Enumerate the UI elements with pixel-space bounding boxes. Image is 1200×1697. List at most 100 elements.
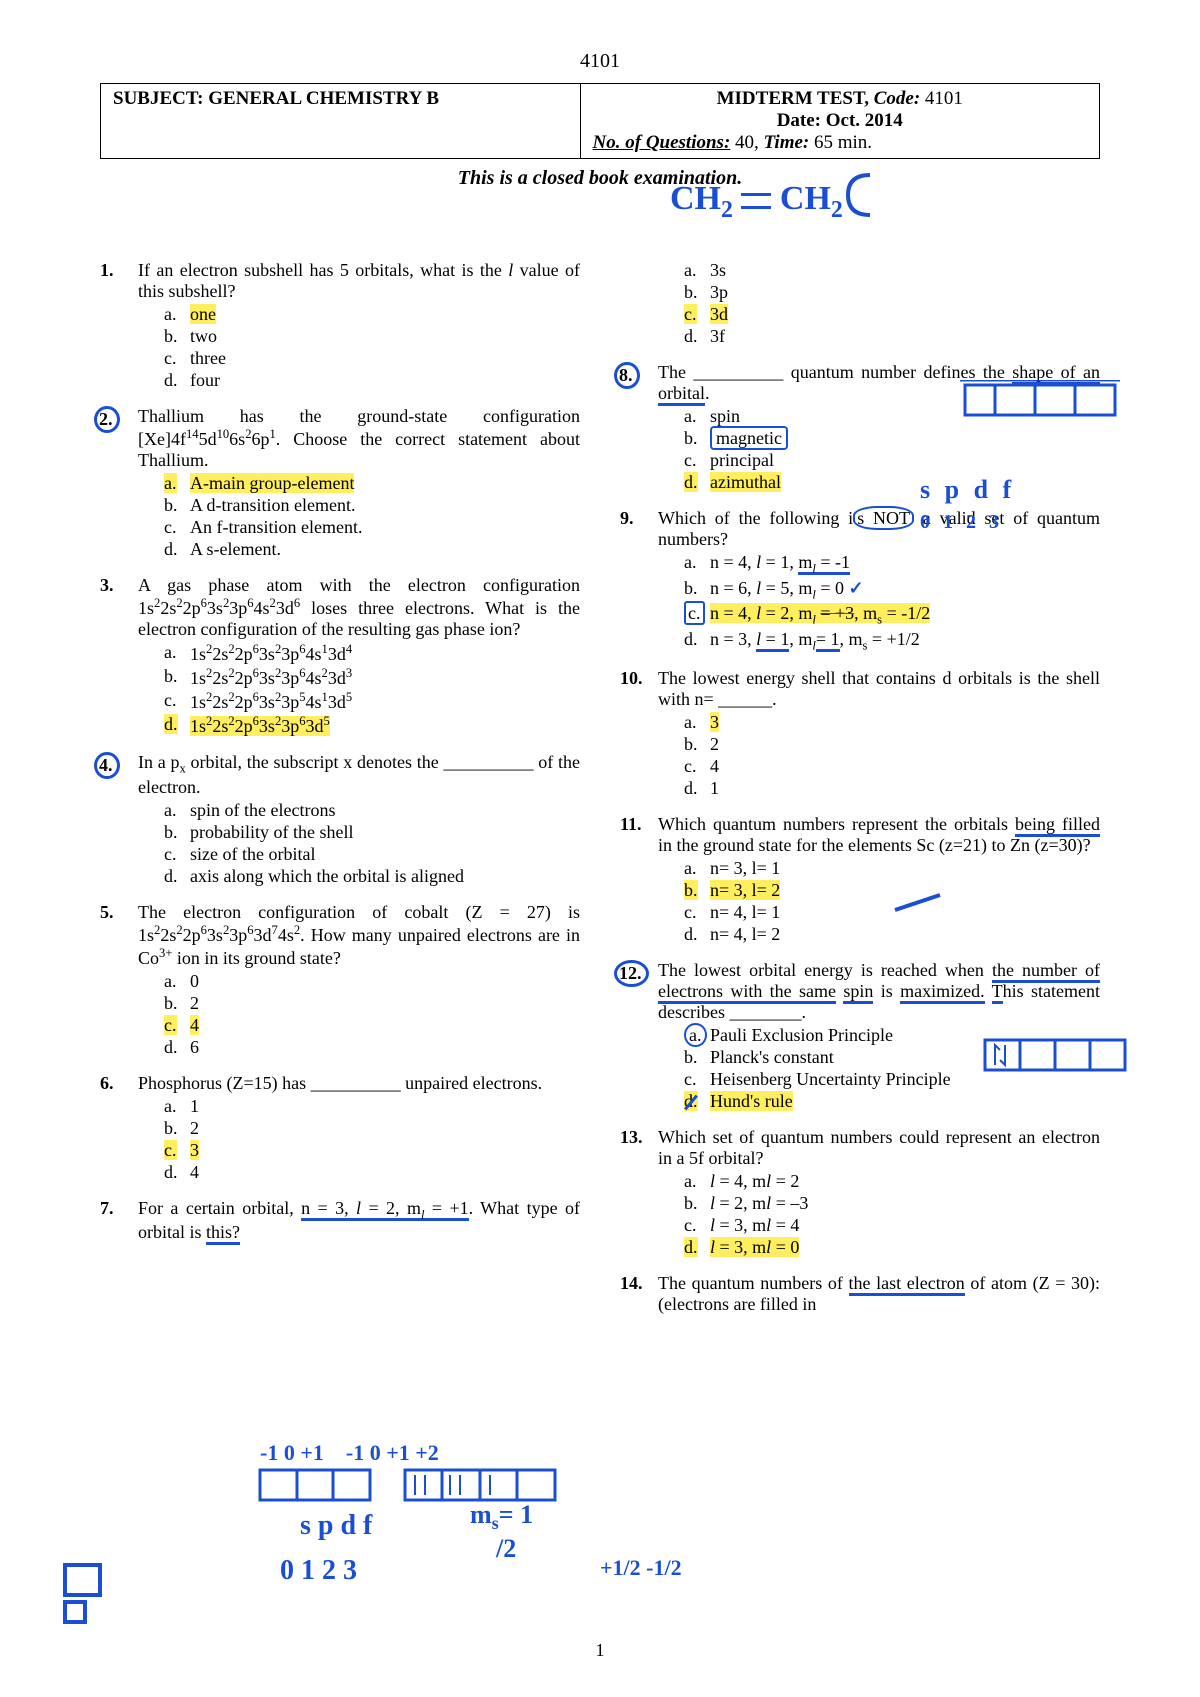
question: 6.Phosphorus (Z=15) has __________ unpai… — [100, 1073, 580, 1184]
option-text: magnetic — [710, 428, 1100, 449]
question-body: Thallium has the ground-state configurat… — [138, 406, 580, 561]
option-text: two — [190, 326, 580, 347]
question-text: The quantum numbers of the last electron… — [658, 1273, 1100, 1315]
question-number: 2. — [100, 406, 138, 561]
option: b.n = 6, l = 5, ml = 0 ✓ — [684, 578, 1100, 603]
option: b.l = 2, ml = –3 — [684, 1193, 1100, 1214]
option-letter: d. — [164, 714, 190, 737]
option: a.l = 4, ml = 2 — [684, 1171, 1100, 1192]
left-column: 1.If an electron subshell has 5 orbitals… — [100, 260, 580, 1331]
option-letter: c. — [684, 1069, 710, 1090]
question-number-spacer — [620, 260, 658, 348]
option: b.2 — [684, 734, 1100, 755]
question-text: The electron configuration of cobalt (Z … — [138, 902, 580, 969]
question: 2.Thallium has the ground-state configur… — [100, 406, 580, 561]
question-text: A gas phase atom with the electron confi… — [138, 575, 580, 640]
option-letter: d. — [684, 778, 710, 799]
question-body: A gas phase atom with the electron confi… — [138, 575, 580, 738]
option-letter: b. — [684, 1193, 710, 1214]
question-text: If an electron subshell has 5 orbitals, … — [138, 260, 580, 302]
option-text: Pauli Exclusion Principle — [710, 1025, 1100, 1046]
option: c.principal — [684, 450, 1100, 471]
option-text: 2 — [190, 1118, 580, 1139]
option: c.3 — [164, 1140, 580, 1161]
option-letter: d. — [684, 924, 710, 945]
option: a.spin — [684, 406, 1100, 427]
option: c.4 — [164, 1015, 580, 1036]
option-text: axis along which the orbital is aligned — [190, 866, 580, 887]
header-subject-cell: SUBJECT: GENERAL CHEMISTRY B — [101, 84, 581, 159]
option-text: l = 4, ml = 2 — [710, 1171, 1100, 1192]
option-text: 1s22s22p63s23p64s23d3 — [190, 666, 580, 689]
option: c.l = 3, ml = 4 — [684, 1215, 1100, 1236]
option-text: l = 2, ml = –3 — [710, 1193, 1100, 1214]
option-letter: a. — [684, 1025, 710, 1046]
option-letter: c. — [164, 1015, 190, 1036]
option-letter: a. — [684, 1171, 710, 1192]
option: a.A-main group-element — [164, 473, 580, 494]
option-letter: a. — [164, 642, 190, 665]
option: a.0 — [164, 971, 580, 992]
option-letter: d. — [684, 1091, 710, 1112]
question: 10.The lowest energy shell that contains… — [620, 668, 1100, 800]
option-text: 1s22s22p63s23p54s13d5 — [190, 690, 580, 713]
question-text: Thallium has the ground-state configurat… — [138, 406, 580, 471]
option-letter: b. — [164, 822, 190, 843]
option-letter: b. — [164, 666, 190, 689]
option: d.l = 3, ml = 0 — [684, 1237, 1100, 1258]
closed-book-notice: This is a closed book examination. — [100, 167, 1100, 190]
question: 11.Which quantum numbers represent the o… — [620, 814, 1100, 946]
option-letter: a. — [684, 260, 710, 281]
option: c.3d — [684, 304, 1100, 325]
option: a.1 — [164, 1096, 580, 1117]
option-list: a.spinb.magneticc.principald.azimuthal — [658, 406, 1100, 493]
pen-arrows-bottom: -1 0 +1 -1 0 +1 +2 — [260, 1440, 439, 1466]
option-letter: c. — [164, 1140, 190, 1161]
question-body: If an electron subshell has 5 orbitals, … — [138, 260, 580, 392]
option: d.axis along which the orbital is aligne… — [164, 866, 580, 887]
option-letter: d. — [164, 539, 190, 560]
pen-small-box-bl — [60, 1560, 120, 1630]
option-letter: c. — [684, 450, 710, 471]
question-body: The lowest orbital energy is reached whe… — [658, 960, 1100, 1113]
option: d.n = 3, l = 1, ml= 1, ms = +1/2 — [684, 629, 1100, 654]
option-letter: a. — [684, 552, 710, 577]
option: a.1s22s22p63s23p64s13d4 — [164, 642, 580, 665]
option-text: 2 — [710, 734, 1100, 755]
footer-page-number: 1 — [596, 1640, 605, 1661]
option-list: a.spin of the electronsb.probability of … — [138, 800, 580, 887]
pen-nums-bottom: 0 1 2 3 — [280, 1555, 357, 1587]
option-text: Hund's rule — [710, 1091, 1100, 1112]
option-text: 3p — [710, 282, 1100, 303]
question-text: The lowest orbital energy is reached whe… — [658, 960, 1100, 1023]
question: 4.In a px orbital, the subscript x denot… — [100, 752, 580, 888]
option: c.n = 4, l = 2, ml = +3, ms = -1/2 — [684, 603, 1100, 628]
option-text: principal — [710, 450, 1100, 471]
option-letter: d. — [164, 1162, 190, 1183]
option-text: n = 4, l = 1, ml = -1 — [710, 552, 1100, 577]
question-body: The quantum numbers of the last electron… — [658, 1273, 1100, 1317]
option-text: spin of the electrons — [190, 800, 580, 821]
option-list: a.l = 4, ml = 2b.l = 2, ml = –3c.l = 3, … — [658, 1171, 1100, 1258]
option-text: 4 — [190, 1015, 580, 1036]
option-text: A d-transition element. — [190, 495, 580, 516]
option-text: An f-transition element. — [190, 517, 580, 538]
option-letter: a. — [164, 473, 190, 494]
question-text: In a px orbital, the subscript x denotes… — [138, 752, 580, 798]
option-text: 0 — [190, 971, 580, 992]
question-body: Which quantum numbers represent the orbi… — [658, 814, 1100, 946]
option-text: four — [190, 370, 580, 391]
question-number: 14. — [620, 1273, 658, 1317]
option: b.2 — [164, 1118, 580, 1139]
code-value: 4101 — [925, 88, 963, 109]
option-text: 1s22s22p63s23p63d5 — [190, 714, 580, 737]
pen-spdf-bottom: s p d f — [300, 1510, 372, 1542]
option-text: size of the orbital — [190, 844, 580, 865]
option-text: n = 6, l = 5, ml = 0 ✓ — [710, 578, 1100, 603]
date-label: Date: — [777, 110, 821, 131]
option-text: 3 — [190, 1140, 580, 1161]
question: 13.Which set of quantum numbers could re… — [620, 1127, 1100, 1259]
question: 14.The quantum numbers of the last elect… — [620, 1273, 1100, 1317]
option-letter: c. — [164, 844, 190, 865]
option-text: 3f — [710, 326, 1100, 347]
